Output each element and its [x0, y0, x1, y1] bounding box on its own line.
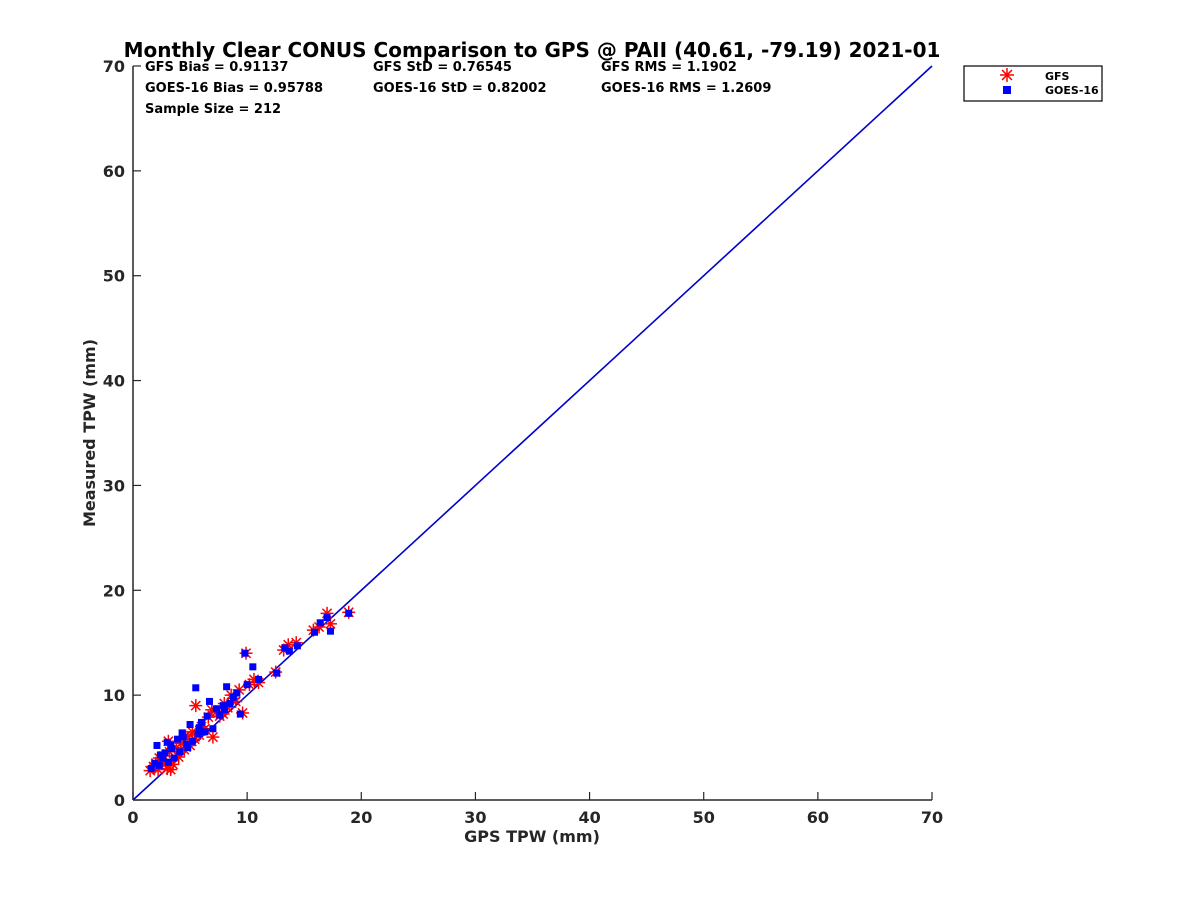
y-tick-label: 30: [103, 476, 125, 495]
goes-16-point: [205, 697, 213, 705]
goes-16-point: [188, 737, 196, 745]
stat-gfs-rms: GFS RMS = 1.1902: [601, 60, 737, 75]
stats-block: GFS Bias = 0.91137 GFS StD = 0.76545 GFS…: [145, 60, 771, 117]
y-tick-label: 10: [103, 686, 125, 705]
chart-title: Monthly Clear CONUS Comparison to GPS @ …: [124, 38, 941, 62]
goes-16-point: [192, 684, 200, 692]
goes-16-point: [163, 738, 171, 746]
legend-goes-label: GOES-16: [1045, 84, 1099, 97]
x-tick-label: 20: [350, 808, 372, 827]
stat-gfs-std: GFS StD = 0.76545: [373, 60, 512, 75]
goes-16-point: [186, 721, 194, 729]
goes-16-point: [194, 730, 202, 738]
axes: 0 10 20 30 40 50 60 70 0 10 20 30 40 50 60 70: [103, 57, 943, 827]
x-tick-label: 0: [127, 808, 138, 827]
x-axis-label: GPS TPW (mm): [464, 827, 600, 846]
goes-16-point: [281, 644, 289, 652]
goes-16-point: [345, 609, 353, 617]
goes-16-point: [226, 700, 234, 708]
goes-16-point: [216, 711, 224, 719]
goes-16-point: [233, 689, 241, 697]
goes-16-point: [285, 647, 293, 655]
x-tick-label: 40: [578, 808, 600, 827]
stat-goes-std: GOES-16 StD = 0.82002: [373, 81, 547, 96]
x-tick-label: 10: [236, 808, 258, 827]
goes-16-point: [249, 663, 257, 671]
y-tick-label: 0: [114, 791, 125, 810]
stat-goes-bias: GOES-16 Bias = 0.95788: [145, 81, 323, 96]
goes-16-point: [219, 702, 227, 710]
legend: GFS GOES-16: [963, 65, 1103, 102]
goes-16-point: [323, 614, 331, 622]
goes-16-point: [293, 642, 301, 650]
goes-16-point: [168, 745, 176, 753]
goes-16-point: [184, 744, 192, 752]
goes-16-point: [179, 733, 187, 741]
goes-16-point: [229, 693, 237, 701]
plot-area: [132, 65, 933, 801]
gfs-point: [189, 699, 203, 713]
stat-gfs-bias: GFS Bias = 0.91137: [145, 60, 288, 75]
x-tick-label: 30: [464, 808, 486, 827]
goes-16-point: [151, 759, 159, 767]
goes-16-point: [147, 765, 155, 773]
legend-gfs-label: GFS: [1045, 70, 1070, 83]
goes-16-point: [153, 741, 161, 749]
goes-16-point: [236, 710, 244, 718]
legend-box: [963, 65, 1103, 102]
goes-16-point: [220, 706, 228, 714]
x-tick-label: 50: [693, 808, 715, 827]
goes-16-point: [176, 748, 184, 756]
legend-goes-marker: [1003, 86, 1011, 94]
goes-16-point: [310, 628, 318, 636]
y-tick-label: 40: [103, 372, 125, 391]
legend-gfs-asterisk: [1000, 68, 1014, 82]
goes-16-point: [197, 718, 205, 726]
gfs-point: [206, 730, 220, 744]
x-tick-label: 60: [807, 808, 829, 827]
y-tick-label: 20: [103, 581, 125, 600]
one-to-one-line: [132, 65, 933, 801]
x-tick-label: 70: [921, 808, 943, 827]
goes-16-point: [241, 649, 249, 657]
stat-sample-size: Sample Size = 212: [145, 102, 281, 117]
goes-16-point: [212, 705, 220, 713]
goes-16-point: [155, 761, 163, 769]
goes-16-point: [316, 619, 324, 627]
goes-16-point: [273, 669, 281, 677]
stat-goes-rms: GOES-16 RMS = 1.2609: [601, 81, 771, 96]
goes-16-point: [255, 675, 263, 683]
goes-16-point: [174, 735, 182, 743]
goes-16-point: [243, 681, 251, 689]
goes-16-point: [195, 724, 203, 732]
goes-16-point: [178, 729, 186, 737]
goes-16-point: [223, 683, 231, 691]
goes-16-point: [170, 754, 178, 762]
goes-16-point: [326, 627, 334, 635]
goes-16-point: [201, 728, 209, 736]
y-axis-label: Measured TPW (mm): [80, 339, 99, 527]
goes-16-point: [209, 725, 217, 733]
legend-goes-square: [1003, 86, 1011, 94]
goes-16-point: [161, 749, 169, 757]
goes-16-point: [156, 751, 164, 759]
y-tick-label: 60: [103, 162, 125, 181]
y-tick-label: 70: [103, 57, 125, 76]
y-tick-label: 50: [103, 267, 125, 286]
goes-16-point: [164, 758, 172, 766]
legend-gfs-marker: [1000, 68, 1014, 82]
goes-16-point: [203, 712, 211, 720]
